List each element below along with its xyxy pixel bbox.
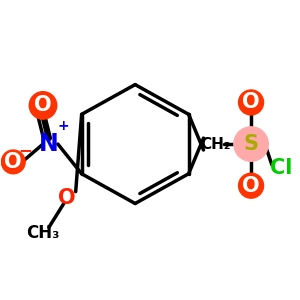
Text: +: + xyxy=(58,119,70,133)
Text: N: N xyxy=(39,132,59,156)
Text: O: O xyxy=(58,188,76,208)
Text: O: O xyxy=(242,92,260,112)
Text: −: − xyxy=(18,141,32,159)
Circle shape xyxy=(29,92,57,119)
Circle shape xyxy=(238,90,263,115)
Circle shape xyxy=(2,150,25,174)
Text: CH₂: CH₂ xyxy=(200,136,231,152)
Circle shape xyxy=(234,127,268,161)
Text: CH₃: CH₃ xyxy=(26,224,60,242)
Text: O: O xyxy=(34,95,52,116)
Text: Cl: Cl xyxy=(270,158,292,178)
Circle shape xyxy=(238,173,263,198)
Text: S: S xyxy=(244,134,259,154)
Text: O: O xyxy=(4,152,22,172)
Text: O: O xyxy=(242,176,260,196)
